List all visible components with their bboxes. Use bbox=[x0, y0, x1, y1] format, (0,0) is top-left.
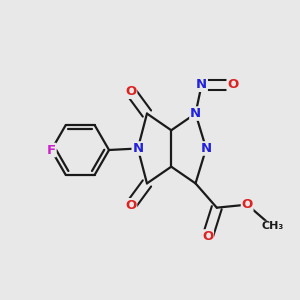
Text: O: O bbox=[125, 199, 136, 212]
Text: CH₃: CH₃ bbox=[261, 221, 284, 232]
Text: O: O bbox=[125, 85, 136, 98]
Text: N: N bbox=[132, 142, 143, 155]
Text: N: N bbox=[196, 78, 207, 91]
Text: O: O bbox=[242, 198, 253, 211]
Text: O: O bbox=[227, 78, 238, 91]
Text: N: N bbox=[190, 107, 201, 120]
Text: N: N bbox=[201, 142, 212, 155]
Text: O: O bbox=[202, 230, 213, 243]
Text: F: F bbox=[47, 143, 56, 157]
